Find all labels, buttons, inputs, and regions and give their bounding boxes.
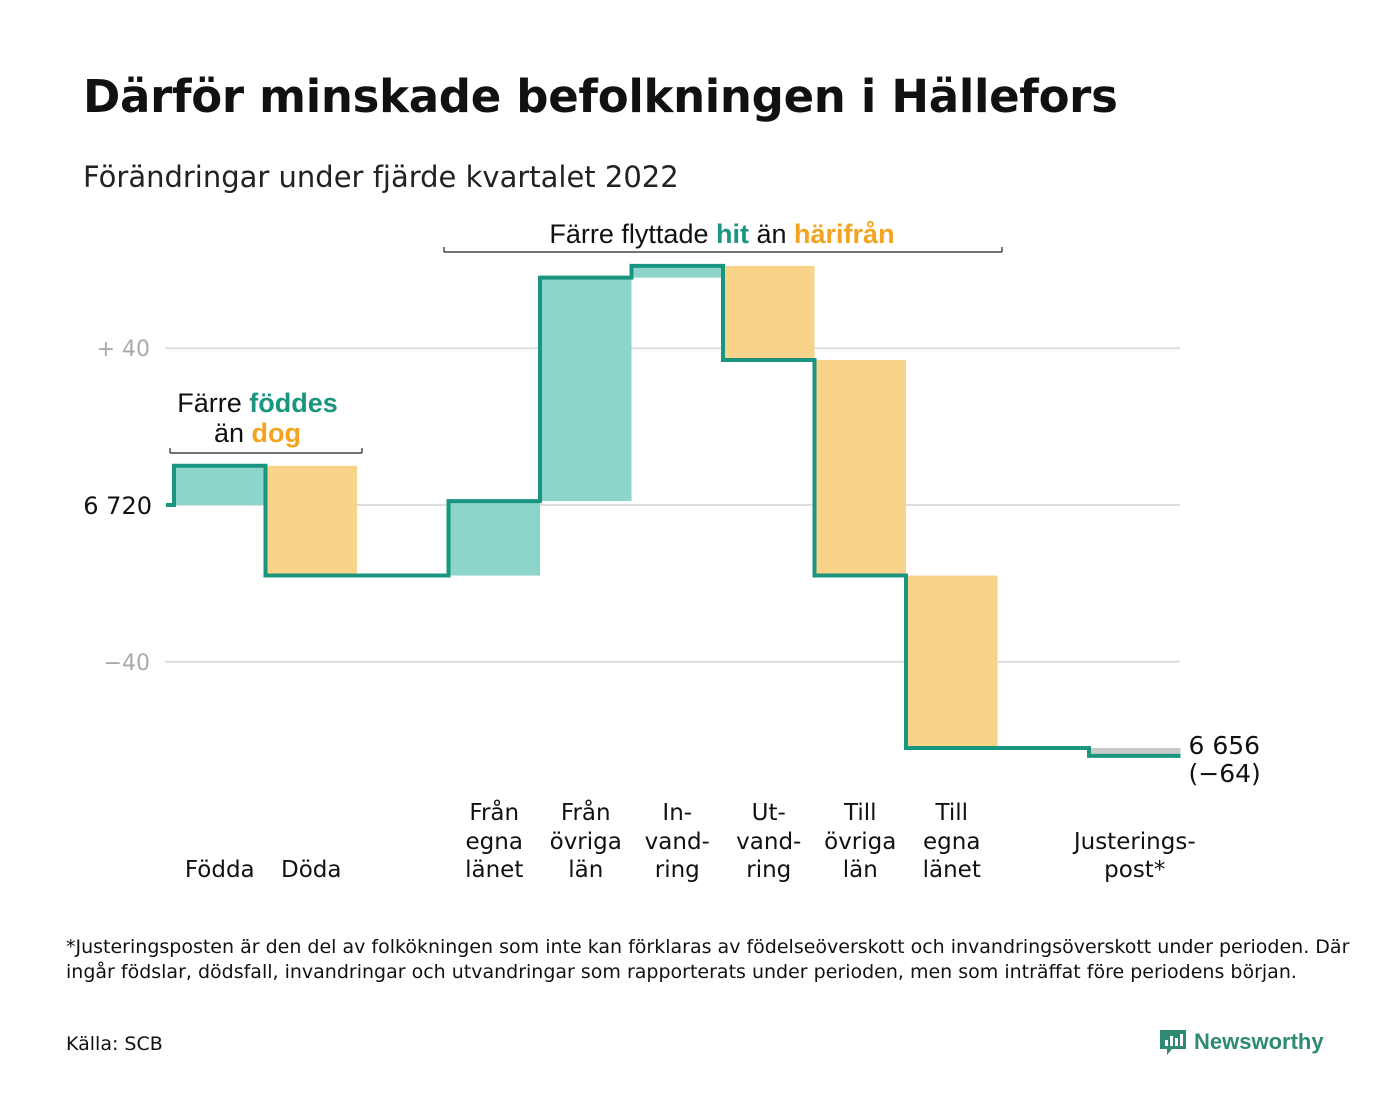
waterfall-bar [814,359,906,576]
y-tick-label: −40 [104,651,150,676]
waterfall-bar [540,277,632,502]
step-line [166,263,1181,758]
end-change-label: (−64) [1189,759,1261,788]
annotation-span: föddes [249,388,338,418]
waterfall-bar [1089,748,1181,756]
x-category-label: Från [561,798,611,826]
annotation-span: än [214,418,252,448]
waterfall-bar [265,465,357,576]
waterfall-chart: + 40 −40 6 720 6 656(−64) Födda Döda Från egna… [83,219,1260,883]
x-category-label: Döda [281,857,341,883]
start-value-label: 6 720 [83,492,152,520]
brand-name: Newsworthy [1194,1029,1324,1054]
x-category-label: Födda [185,857,255,883]
x-category-label: Till [934,800,968,826]
annotation-migration: Färre flyttade hit än härifrån [549,219,894,249]
annotation-span: Färre [177,388,249,418]
source-label: Källa: SCB [66,1033,163,1055]
x-category-label: ring [746,857,791,883]
y-tick-label: + 40 [97,337,150,362]
x-category-label: länet [465,857,523,883]
x-category-label: egna [466,829,523,855]
waterfall-bar [723,265,815,360]
annotation-span: dog [252,418,301,448]
x-category-label: länet [923,857,981,883]
x-category-label: ring [655,857,700,883]
footnote: *Justeringsposten är den del av folkökni… [66,936,1350,983]
x-category-label: Till [843,800,877,826]
x-category-label: Från [469,798,519,826]
x-category-label: post* [1104,857,1165,883]
chart-title: Därför minskade befolkningen i Hällefors [83,70,1118,123]
annotation-span: Färre flyttade [549,219,716,249]
end-value-label: 6 656 [1189,731,1261,760]
waterfall-bar [906,575,998,749]
annotation-span: än [749,219,794,249]
brand-logo[interactable]: Newsworthy [1158,1027,1324,1057]
bars [174,265,1181,756]
x-category-label: In- [662,800,692,826]
x-category-label: Ut- [752,800,786,826]
x-category-label: län [843,857,878,883]
x-category-label: län [568,857,603,883]
x-axis-labels: Födda DödaFrånegnalänetFrånövrigalänIn-va… [185,798,1196,883]
waterfall-bar [174,465,266,505]
annotation-births-line2: än dog [214,418,301,448]
chart-subtitle: Förändringar under fjärde kvartalet 2022 [83,160,679,194]
step-line-group [166,263,1181,758]
annotation-span: hit [716,219,749,249]
x-category-label: vand- [645,829,710,855]
annotation-span: härifrån [794,219,895,249]
newsworthy-icon [1160,1030,1186,1055]
x-category-label: övriga [550,829,622,855]
waterfall-bar [448,501,540,576]
annotation-births-line1: Färre föddes [177,388,338,418]
x-category-label: övriga [824,829,896,855]
waterfall-bar [631,265,723,278]
x-category-label: Justerings- [1072,829,1196,855]
x-category-label: egna [923,829,980,855]
y-axis-labels: + 40 −40 6 720 6 656(−64) [83,337,1260,788]
x-category-label: vand- [736,829,801,855]
